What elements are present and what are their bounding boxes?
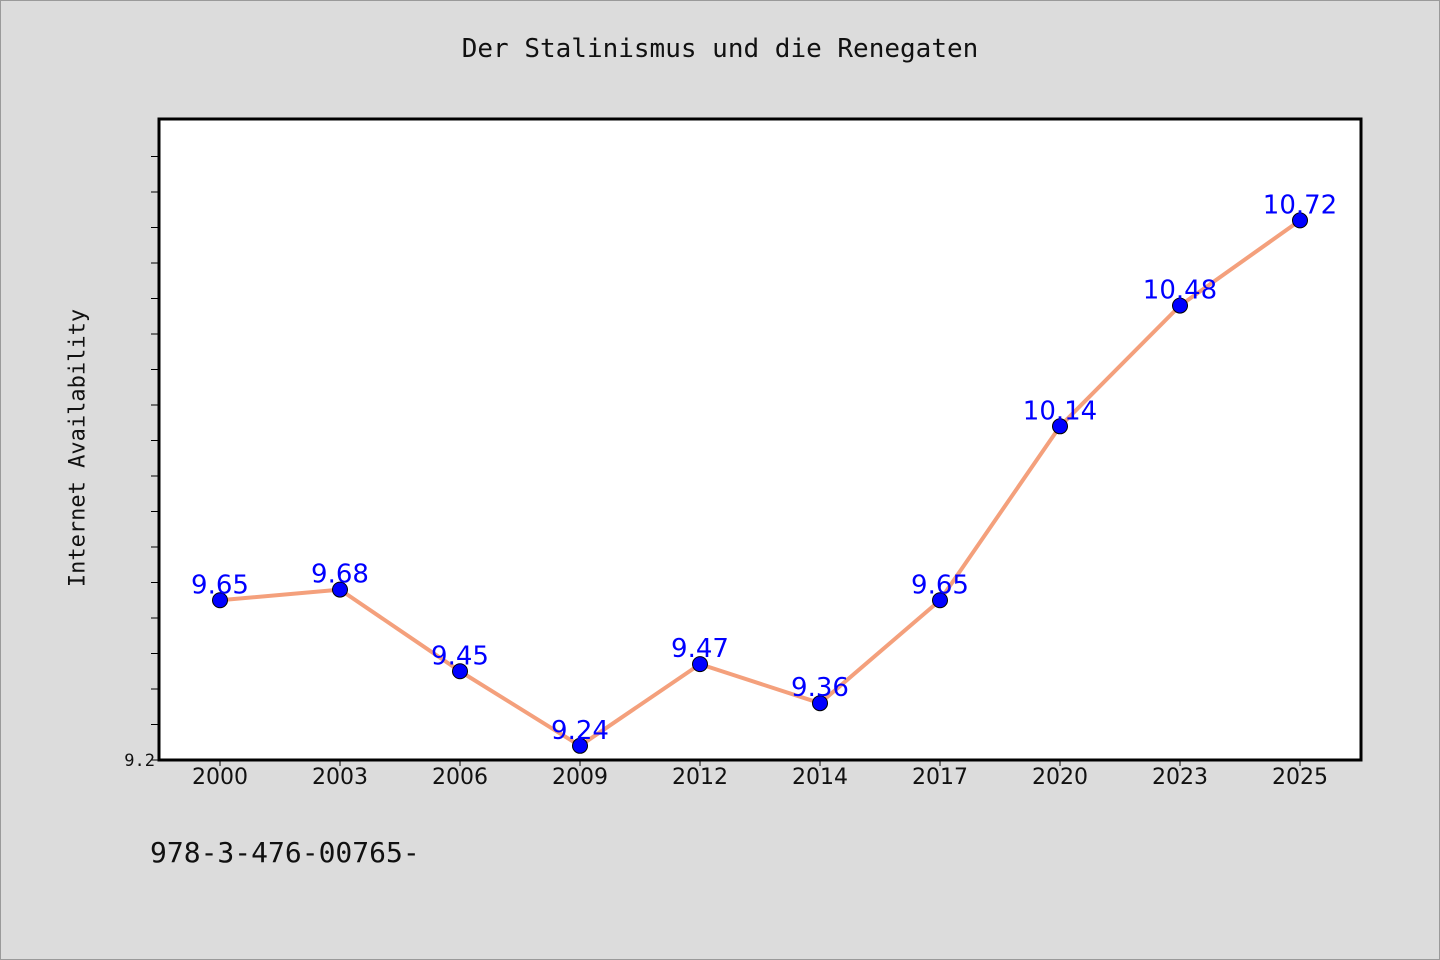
data-point	[212, 592, 228, 609]
data-label: 10.14	[1023, 396, 1097, 426]
data-label: 9.45	[431, 641, 489, 671]
x-tick-label: 2000	[192, 765, 248, 790]
data-point	[1052, 418, 1068, 435]
data-label: 9.65	[911, 570, 969, 600]
data-label: 9.24	[551, 716, 609, 746]
x-tick-label: 2009	[552, 765, 608, 790]
x-tick-label: 2003	[312, 765, 368, 790]
y-ticks: 9.2	[124, 156, 159, 771]
x-tick-label: 2020	[1032, 765, 1088, 790]
data-label: 9.65	[191, 570, 249, 600]
data-point	[572, 737, 588, 754]
data-point	[1172, 297, 1188, 314]
plot-area	[157, 117, 1363, 762]
x-tick-label: 2012	[672, 765, 728, 790]
data-label: 10.48	[1143, 276, 1217, 306]
data-label: 9.47	[671, 634, 729, 664]
series-layer: 9.65 9.68 9.45 9.24 9.47 9.36 9.65 10.14 10.48 10…	[191, 190, 1337, 754]
data-label: 10.72	[1263, 190, 1337, 220]
data-point	[932, 592, 948, 609]
x-ticks: 2000 2003 2006 2009 2012 2014 2017 2020 2023 2025	[192, 760, 1328, 790]
data-label: 9.68	[311, 560, 369, 590]
data-point	[1292, 212, 1308, 229]
chart-title: Der Stalinismus und die Renegaten	[461, 34, 979, 64]
x-tick-label: 2014	[792, 765, 848, 790]
data-point	[812, 695, 828, 712]
data-point	[692, 656, 708, 673]
data-point	[332, 581, 348, 598]
x-tick-label: 2023	[1152, 765, 1208, 790]
x-tick-label: 2025	[1272, 765, 1328, 790]
data-label: 9.36	[791, 673, 849, 703]
x-tick-label: 2006	[432, 765, 488, 790]
footnote-isbn: 978-3-476-00765-	[150, 836, 420, 869]
y-tick-label: 9.2	[124, 751, 155, 771]
series-line	[219, 218, 1302, 748]
data-point	[452, 663, 468, 680]
x-tick-label: 2017	[912, 765, 968, 790]
